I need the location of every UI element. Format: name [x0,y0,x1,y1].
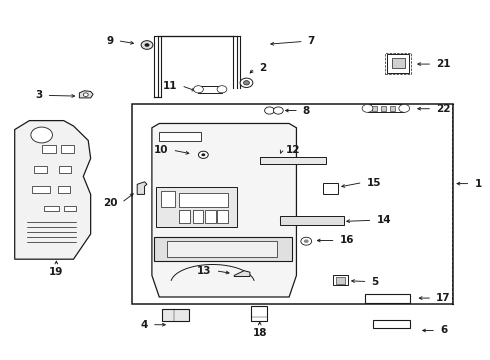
Circle shape [31,127,52,143]
Text: 13: 13 [197,266,212,276]
Circle shape [198,151,208,158]
Polygon shape [152,123,296,297]
Bar [385,53,411,74]
Bar [381,106,386,111]
Polygon shape [79,91,93,98]
Text: 10: 10 [154,145,169,155]
Text: 19: 19 [49,267,64,277]
Bar [156,187,237,227]
Polygon shape [15,121,91,259]
Text: 7: 7 [308,36,315,46]
Circle shape [145,43,149,47]
Bar [333,275,348,285]
Bar [132,104,453,304]
Bar [59,166,71,173]
Bar [58,186,70,193]
Bar [167,241,277,257]
Bar [390,106,395,111]
Text: 9: 9 [106,36,114,46]
Circle shape [217,86,227,93]
Circle shape [301,237,312,245]
Text: 17: 17 [436,293,451,303]
Circle shape [83,93,88,96]
Bar [179,193,228,207]
Text: 6: 6 [440,325,447,336]
Text: 11: 11 [163,81,177,91]
Bar [336,277,345,284]
Bar [260,157,326,164]
Text: 2: 2 [259,63,266,73]
Bar [64,206,76,211]
Circle shape [141,41,153,49]
Text: 14: 14 [376,215,391,225]
Bar [198,86,222,93]
Text: 12: 12 [286,145,300,155]
Circle shape [304,239,309,243]
Bar [159,132,201,141]
Bar [193,210,203,223]
Bar [372,106,377,111]
Bar [217,210,228,223]
Bar [42,145,56,153]
Bar [179,210,190,223]
Bar [162,309,189,321]
Text: 3: 3 [35,90,43,100]
Text: 4: 4 [141,320,148,330]
Text: 8: 8 [303,105,310,116]
Polygon shape [234,271,250,276]
Circle shape [273,107,283,114]
Text: 1: 1 [474,179,482,189]
Bar [251,306,267,321]
Bar [205,210,216,223]
Text: 20: 20 [103,198,118,208]
Bar [365,294,410,303]
Text: 22: 22 [436,104,451,114]
Circle shape [201,153,205,156]
Text: 15: 15 [367,177,381,188]
Circle shape [194,86,203,93]
Circle shape [244,81,249,85]
Bar [32,186,50,193]
Circle shape [399,104,410,112]
Text: 21: 21 [436,59,451,69]
Text: 18: 18 [252,328,267,338]
Bar [392,58,405,68]
Polygon shape [137,182,147,194]
Bar [154,237,292,261]
Bar [323,183,338,194]
Bar [34,166,47,173]
Bar [368,104,404,112]
Circle shape [240,78,253,87]
Circle shape [265,107,274,114]
Circle shape [362,104,373,112]
Bar [44,206,59,211]
Text: 16: 16 [340,235,354,246]
Bar [280,216,344,225]
Bar [373,320,410,328]
Text: 5: 5 [371,276,379,287]
Bar [161,191,175,207]
Bar [61,145,74,153]
Bar [387,54,409,73]
